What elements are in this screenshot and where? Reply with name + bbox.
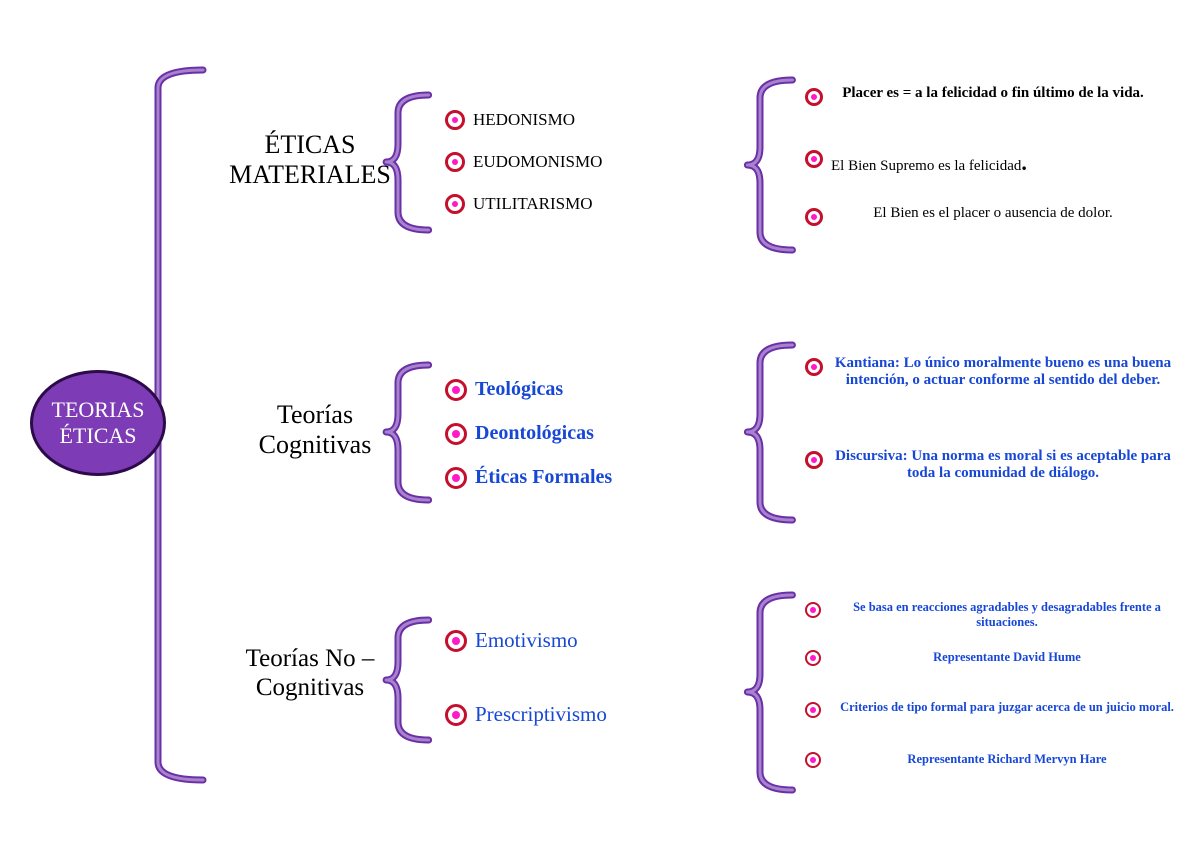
detail-d-emot2-text: Representante David Hume [829, 650, 1185, 665]
detail-d-placer-text: Placer es = a la felicidad o fin último … [831, 85, 1155, 102]
leaf-utilitarismo-label: UTILITARISMO [473, 194, 593, 214]
detail-d-disc: Discursiva: Una norma es moral si es ace… [805, 448, 1175, 482]
bullet-icon [445, 194, 465, 214]
bullet-icon [805, 208, 823, 226]
detail-d-bien-placer: El Bien es el placer o ausencia de dolor… [805, 205, 1155, 226]
cat-cognitivas-line2: Cognitivas [235, 430, 395, 460]
mindmap-stage: { "canvas": { "width": 1200, "height": 8… [0, 0, 1200, 849]
bullet-icon [445, 152, 465, 172]
detail-d-emot2: Representante David Hume [805, 650, 1185, 666]
leaf-eudomonismo-label: EUDOMONISMO [473, 152, 602, 172]
bullet-icon [805, 702, 821, 718]
detail-d-pres1: Criterios de tipo formal para juzgar ace… [805, 700, 1185, 718]
leaf-deontologicas-label: Deontológicas [475, 422, 594, 445]
leaf-teologicas-label: Teológicas [475, 378, 563, 401]
bullet-icon [445, 704, 467, 726]
root-line1: TEORIAS [52, 397, 145, 423]
detail-d-placer: Placer es = a la felicidad o fin último … [805, 85, 1155, 106]
bullet-icon [805, 650, 821, 666]
root-node: TEORIAS ÉTICAS [30, 370, 166, 476]
detail-d-emot1: Se basa en reacciones agradables y desag… [805, 600, 1185, 630]
bullet-icon [445, 630, 467, 652]
cat-nocog-line2: Cognitivas [215, 674, 405, 703]
detail-d-emot1-text: Se basa en reacciones agradables y desag… [829, 600, 1185, 630]
detail-d-kant-text: Kantiana: Lo único moralmente bueno es u… [831, 355, 1175, 389]
detail-d-pres2-text: Representante Richard Mervyn Hare [829, 752, 1185, 767]
bullet-icon [805, 602, 821, 618]
leaf-hedonismo: HEDONISMO [445, 110, 575, 130]
leaf-prescriptivismo: Prescriptivismo [445, 702, 607, 727]
bullet-icon [445, 423, 467, 445]
leaf-deontologicas: Deontológicas [445, 422, 594, 445]
detail-d-pres2: Representante Richard Mervyn Hare [805, 752, 1185, 768]
bullet-icon [805, 451, 823, 469]
cat-materiales: ÉTICASMATERIALES [225, 130, 395, 190]
cat-cognitivas: TeoríasCognitivas [235, 400, 395, 460]
leaf-utilitarismo: UTILITARISMO [445, 194, 593, 214]
bullet-icon [805, 88, 823, 106]
leaf-teologicas: Teológicas [445, 378, 563, 401]
cat-nocog-line1: Teorías No ­– [215, 645, 405, 674]
leaf-hedonismo-label: HEDONISMO [473, 110, 575, 130]
leaf-prescriptivismo-label: Prescriptivismo [475, 702, 607, 727]
bullet-icon [805, 752, 821, 768]
bullet-icon [445, 467, 467, 489]
bullet-icon [445, 379, 467, 401]
bullet-icon [805, 358, 823, 376]
root-line2: ÉTICAS [52, 423, 145, 449]
detail-d-bien-sup: El Bien Supremo es la felicidad. [805, 150, 1155, 176]
cat-materiales-line2: MATERIALES [225, 160, 395, 190]
cat-materiales-line1: ÉTICAS [225, 130, 395, 160]
cat-nocog: Teorías No ­–Cognitivas [215, 645, 405, 703]
leaf-emotivismo: Emotivismo [445, 628, 578, 653]
detail-d-disc-text: Discursiva: Una norma es moral si es ace… [831, 448, 1175, 482]
detail-d-kant: Kantiana: Lo único moralmente bueno es u… [805, 355, 1175, 389]
bullet-icon [805, 150, 823, 168]
leaf-emotivismo-label: Emotivismo [475, 628, 578, 653]
leaf-eudomonismo: EUDOMONISMO [445, 152, 602, 172]
cat-cognitivas-line1: Teorías [235, 400, 395, 430]
leaf-formales: Éticas Formales [445, 466, 612, 489]
detail-d-bien-sup-text: El Bien Supremo es la felicidad. [831, 150, 1155, 176]
leaf-formales-label: Éticas Formales [475, 466, 612, 489]
detail-d-pres1-text: Criterios de tipo formal para juzgar ace… [829, 700, 1185, 715]
detail-d-bien-placer-text: El Bien es el placer o ausencia de dolor… [831, 205, 1155, 222]
bullet-icon [445, 110, 465, 130]
